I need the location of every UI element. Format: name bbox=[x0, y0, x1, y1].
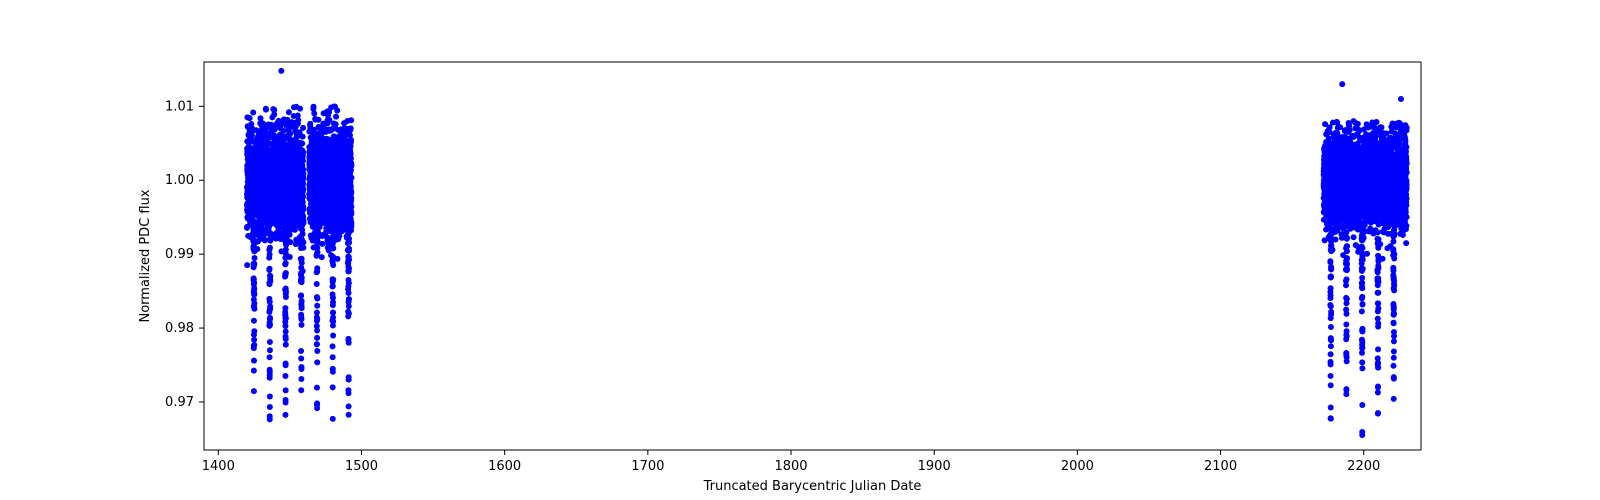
y-tick-label: 0.97 bbox=[165, 395, 194, 410]
x-tick-label: 2100 bbox=[1204, 459, 1237, 474]
y-tick-label: 1.01 bbox=[165, 99, 194, 114]
chart-svg: 1400 1500 1600 1700 1800 1900 2000 2100 2200 0.97… bbox=[0, 0, 1600, 500]
x-tick-label: 2200 bbox=[1347, 459, 1380, 474]
y-axis-label: Normalized PDC flux bbox=[138, 189, 153, 322]
x-axis-label: Truncated Barycentric Julian Date bbox=[703, 479, 922, 494]
x-tick-label: 1500 bbox=[345, 459, 378, 474]
x-tick-label: 2000 bbox=[1061, 459, 1094, 474]
x-tick-label: 1900 bbox=[918, 459, 951, 474]
x-tick-label: 1700 bbox=[631, 459, 664, 474]
y-tick-label: 1.00 bbox=[165, 173, 194, 188]
y-tick-label: 0.98 bbox=[165, 321, 194, 336]
y-tick-label: 0.99 bbox=[165, 247, 194, 262]
x-tick-label: 1400 bbox=[202, 459, 235, 474]
lightcurve-scatter-chart: 1400 1500 1600 1700 1800 1900 2000 2100 2200 0.97… bbox=[0, 0, 1600, 500]
x-tick-label: 1600 bbox=[488, 459, 521, 474]
x-tick-label: 1800 bbox=[774, 459, 807, 474]
